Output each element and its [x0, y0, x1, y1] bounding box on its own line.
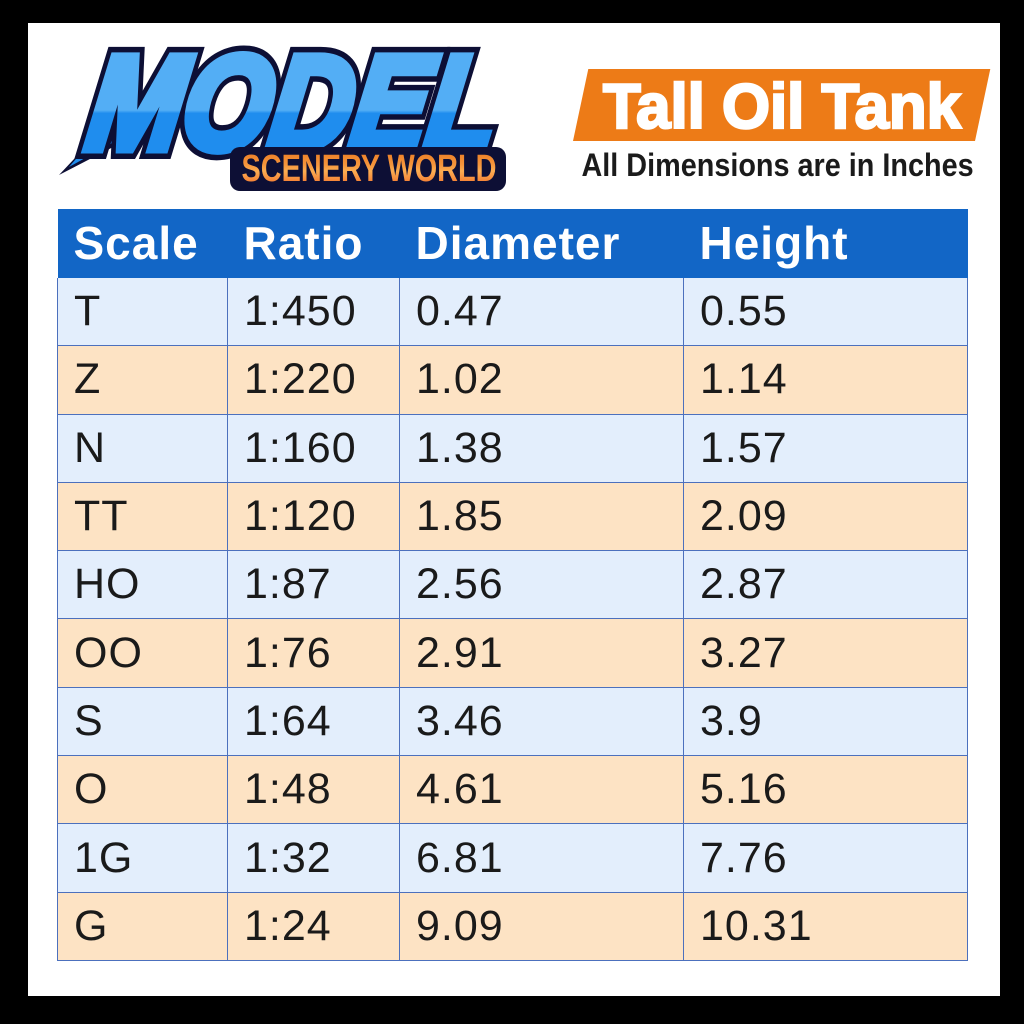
- svg-text:SCENERY WORLD: SCENERY WORLD: [242, 148, 497, 190]
